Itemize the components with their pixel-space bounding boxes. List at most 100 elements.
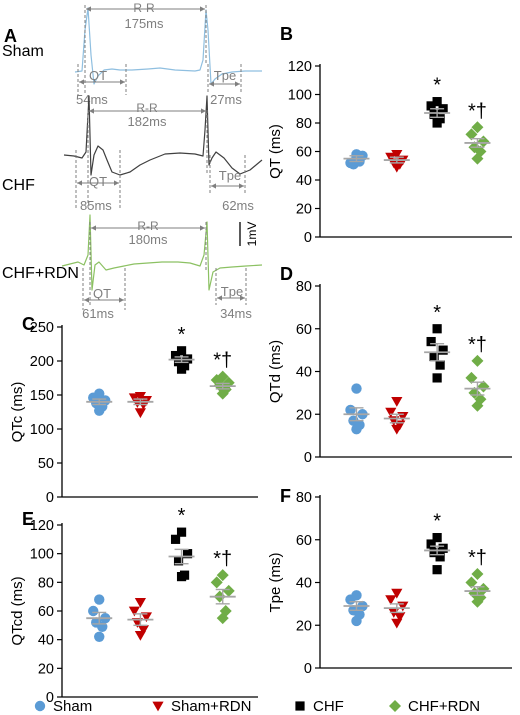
data-point [465,371,478,384]
interval-label: 62ms [222,198,254,213]
data-point [351,615,362,627]
data-point [391,588,403,599]
significance-mark: * [433,75,441,97]
data-point [432,373,442,383]
interval-label: QT [89,68,107,83]
scale-bar-label: 1mV [245,222,259,247]
ecg-trace [74,7,262,85]
interval-label: Tpe [221,284,243,299]
y-tick-label: 120 [288,59,312,75]
arrow-head [119,297,124,303]
data-point [134,630,146,641]
data-point [351,383,362,394]
y-tick-label: 120 [30,518,54,534]
data-point [351,424,362,435]
y-tick-label: 200 [30,354,54,370]
arrow-head [201,108,206,114]
interval-label: 34ms [220,306,252,321]
data-point [438,345,448,355]
y-tick-label: 40 [296,576,312,592]
data-point [429,351,439,362]
ecg-trace [63,95,263,176]
arrow-head [239,183,244,189]
panel-a: AShamR-R175msQT54msTpe27msCHFR-R182msQT8… [2,1,263,321]
y-tick-label: 0 [304,661,312,677]
panel-d: D 0 20 40 60 80 QTd (ms) * *† [267,264,512,466]
data-point [432,118,442,128]
data-point [216,387,229,400]
data-point [432,565,442,575]
significance-mark: *† [468,334,487,356]
y-tick-label: 20 [296,618,312,634]
significance-mark: * [433,302,441,324]
data-point [471,152,484,165]
y-tick-label: 0 [304,450,312,466]
y-tick-label: 20 [38,661,54,677]
y-axis-label: Tpe (ms) [267,552,284,612]
interval-label: 175ms [124,16,164,31]
data-point [432,533,442,543]
y-tick-label: 80 [296,490,312,506]
significance-mark: *† [213,350,232,372]
panel-label: D [280,264,293,284]
y-tick-label: 20 [296,407,312,423]
data-point [173,556,184,566]
data-point [134,598,146,608]
panel-b: B 0 20 40 60 80 100 120 QT (ms) * *† [267,24,512,246]
interval-label: Tpe [214,68,236,83]
interval-label: R-R [137,219,159,233]
data-point [176,572,187,582]
data-point [216,569,229,582]
arrow-head [200,225,205,231]
ecg-trace [61,214,263,291]
arrow-head [86,6,91,12]
data-point [94,594,105,605]
trace-name: CHF+RDN [2,265,79,282]
interval-label: 27ms [210,92,242,107]
arrow-head [211,183,216,189]
arrow-head [77,180,82,186]
data-point [426,101,436,111]
y-tick-label: 0 [46,690,54,706]
significance-mark: *† [468,100,487,122]
data-point [465,128,478,141]
data-point [471,354,484,367]
y-tick-label: 60 [38,604,54,620]
data-point [426,336,436,347]
y-tick-label: 150 [30,388,54,404]
data-point [471,121,484,134]
interval-label: 85ms [80,198,112,213]
arrow-head [84,297,89,303]
y-tick-label: 100 [30,547,54,563]
y-axis-label: QTd (ms) [267,340,284,403]
interval-label: 54ms [76,92,108,107]
y-tick-label: 80 [296,116,312,132]
data-point [94,631,105,642]
data-point [471,595,484,608]
legend-label: CHF+RDN [408,698,480,715]
data-point [345,594,356,605]
arrow-head [217,295,222,301]
data-point [222,584,235,597]
interval-label: 61ms [82,306,114,321]
data-point [432,324,442,334]
data-point [170,350,181,361]
data-point [429,109,439,120]
interval-label: Tpe [219,168,241,183]
y-tick-label: 100 [30,422,54,438]
trace-name: Sham [2,43,44,60]
significance-mark: *† [213,548,232,570]
panel-e: E 0 20 40 60 80 100 120 QTcd (ms) * *† [9,505,258,706]
data-point [391,397,403,407]
legend-label: Sham+RDN [171,698,251,715]
y-axis-label: QTc (ms) [9,382,26,443]
data-point [210,576,223,589]
significance-mark: *† [468,547,487,569]
data-point [176,364,187,374]
data-point [471,399,484,412]
data-point [134,408,146,419]
panel-label: E [22,509,34,529]
arrow-head [91,225,96,231]
